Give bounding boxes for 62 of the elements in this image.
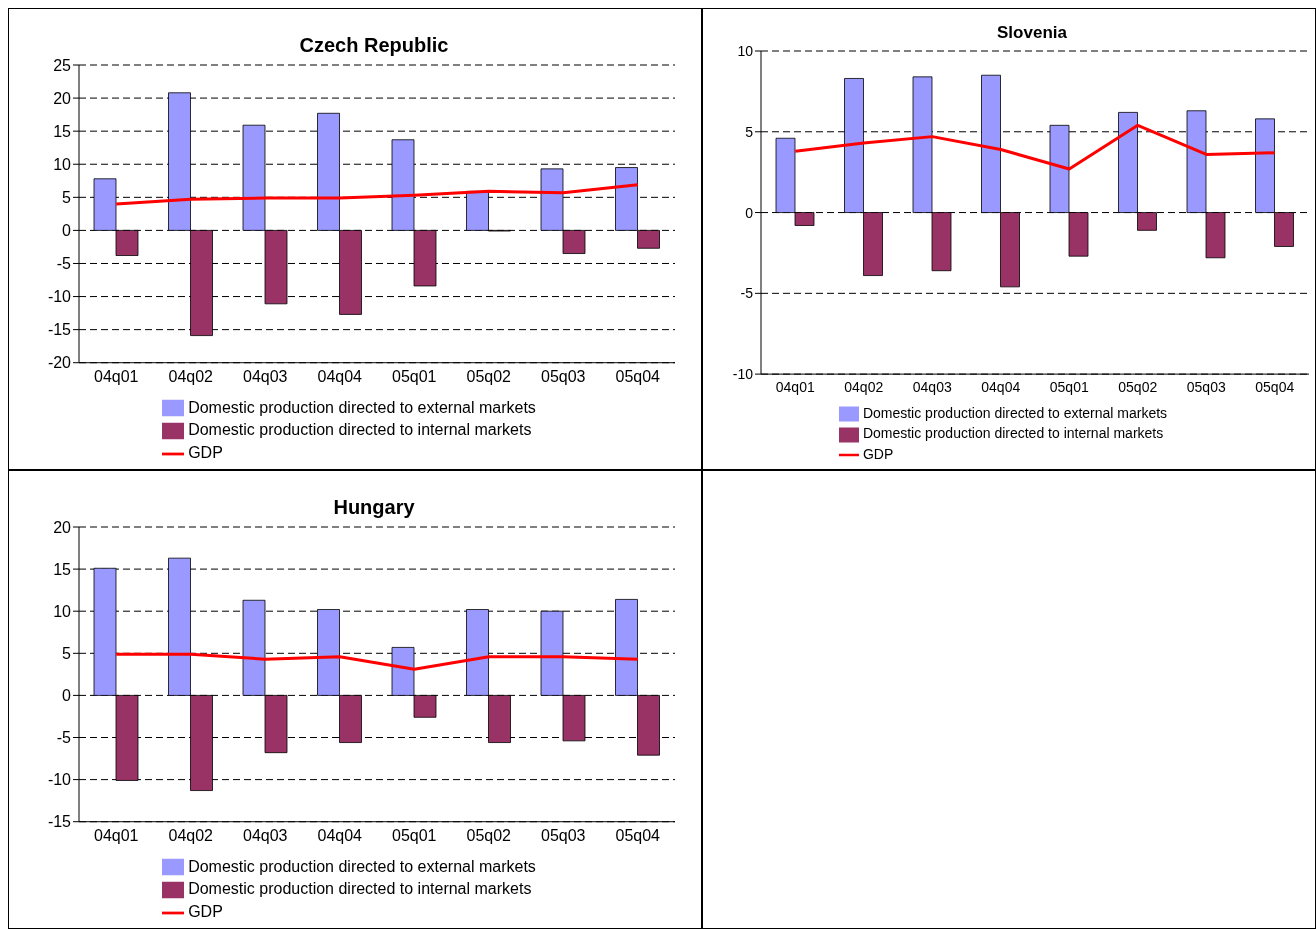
chart-title: Czech Republic (298, 33, 450, 57)
x-tick-label: 05q04 (1255, 379, 1295, 396)
y-tick-label: -15 (47, 813, 72, 831)
x-tick-label: 04q03 (912, 379, 952, 396)
chart-title: Slovenia (996, 22, 1068, 43)
y-tick-label: 20 (53, 89, 72, 107)
y-tick-label: 20 (53, 518, 72, 536)
chart-title: Hungary (332, 495, 416, 519)
x-tick-label: 05q01 (392, 827, 437, 845)
line-series (793, 123, 1277, 171)
y-tick-label: -20 (47, 354, 72, 372)
y-tick-label: -10 (732, 366, 754, 383)
y-tick-label: 15 (53, 560, 72, 578)
legend-label: Domestic production directed to internal markets (862, 425, 1164, 442)
y-tick-label: 10 (53, 602, 72, 620)
legend-label: Domestic production directed to external markets (188, 857, 536, 875)
x-tick-label: 05q03 (541, 827, 586, 845)
x-tick-label: 05q01 (1049, 379, 1089, 396)
legend-label: Domestic production directed to external markets (188, 398, 536, 416)
x-tick-label: 04q01 (775, 379, 815, 396)
legend-label: Domestic production directed to internal markets (188, 880, 532, 898)
y-tick-label: -15 (47, 321, 72, 339)
y-tick-label: 10 (737, 42, 754, 59)
x-tick-label: 05q01 (392, 368, 437, 386)
x-tick-label: 04q04 (317, 827, 363, 845)
x-tick-label: 04q02 (168, 827, 214, 845)
legend-label: GDP (188, 444, 223, 462)
y-tick-label: -10 (47, 771, 72, 789)
y-tick-label: 25 (53, 56, 72, 74)
y-tick-label: 0 (62, 687, 72, 705)
x-tick-label: 04q02 (168, 368, 214, 386)
x-tick-label: 05q04 (615, 368, 661, 386)
line-series (114, 652, 640, 671)
x-tick-label: 04q04 (317, 368, 363, 386)
x-tick-label: 05q03 (1186, 379, 1226, 396)
legend-label: GDP (862, 445, 894, 462)
y-tick-label: 15 (53, 122, 72, 140)
x-tick-label: 05q02 (466, 827, 512, 845)
x-tick-label: 04q04 (981, 379, 1021, 396)
y-tick-label: 0 (62, 222, 72, 240)
x-tick-label: 05q04 (615, 827, 661, 845)
y-tick-label: 0 (745, 204, 754, 221)
x-tick-label: 04q03 (243, 368, 288, 386)
x-tick-label: 04q02 (844, 379, 884, 396)
legend-label: GDP (188, 903, 223, 921)
legend-label: Domestic production directed to internal markets (188, 421, 532, 439)
y-tick-label: 5 (745, 123, 754, 140)
y-tick-label: -5 (740, 285, 754, 302)
legend-label: Domestic production directed to external markets (862, 405, 1168, 422)
line-series (114, 183, 640, 206)
x-tick-label: 04q01 (94, 827, 139, 845)
x-tick-label: 04q03 (243, 827, 288, 845)
y-tick-label: -5 (56, 729, 72, 747)
y-tick-label: 5 (62, 644, 72, 662)
x-tick-label: 05q02 (1118, 379, 1158, 396)
y-tick-label: 5 (62, 188, 72, 206)
x-tick-label: 04q01 (94, 368, 139, 386)
x-tick-label: 05q03 (541, 368, 586, 386)
y-tick-label: -5 (56, 255, 72, 273)
y-tick-label: -10 (47, 288, 72, 306)
x-tick-label: 05q02 (466, 368, 512, 386)
y-tick-label: 10 (53, 155, 72, 173)
